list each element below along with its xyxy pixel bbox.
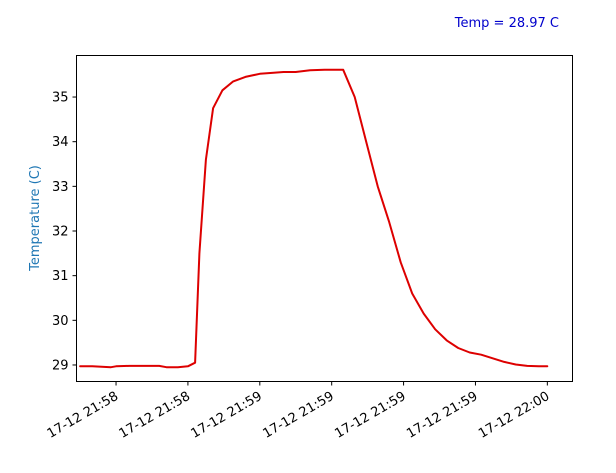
x-tick-label: 17-12 22:00 [476,389,552,442]
x-tick-label: 17-12 21:58 [117,389,193,442]
y-tick-label: 35 [52,91,69,106]
y-tick-label: 33 [52,180,69,195]
temperature-series-line [79,68,549,369]
y-axis-label: Temperature (C) [28,165,43,272]
y-tick-label: 30 [52,314,69,329]
x-tick-label: 17-12 21:59 [404,389,480,442]
x-tick-label: 17-12 21:59 [260,389,336,442]
x-tick-label: 17-12 21:59 [189,389,265,442]
x-tick-label: 17-12 21:59 [332,389,408,442]
y-tick-label: 31 [52,269,69,284]
y-tick-label: 32 [52,225,69,240]
y-axis: 29 30 31 32 33 34 35 [52,91,77,373]
y-tick-label: 34 [52,135,69,150]
plot-frame [76,55,573,382]
temp-annotation: Temp = 28.97 C [454,16,559,31]
y-tick-label: 29 [52,358,69,373]
x-tick-label: 17-12 21:58 [45,389,121,442]
